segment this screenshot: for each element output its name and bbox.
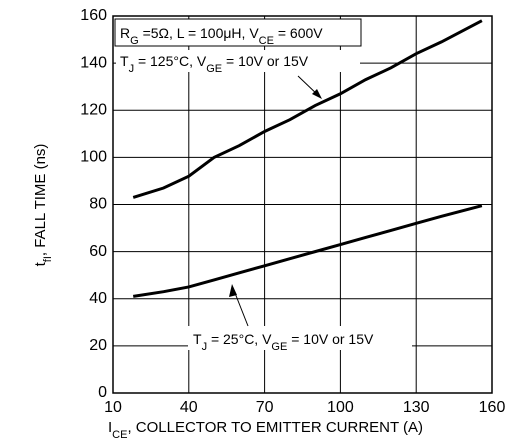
label-part: , FALL TIME (ns) bbox=[32, 144, 49, 257]
subscript: J bbox=[202, 341, 208, 353]
label-part: R bbox=[120, 25, 130, 41]
subscript: CE bbox=[259, 35, 274, 47]
label-part: = 125°C, V bbox=[134, 53, 207, 69]
x-tick-label: 100 bbox=[327, 399, 354, 416]
annotation: RG =5Ω, L = 100μH, VCE = 600V bbox=[120, 25, 323, 47]
subscript: GE bbox=[271, 341, 287, 353]
x-tick-label: 160 bbox=[479, 399, 506, 416]
arrow-head bbox=[229, 284, 237, 297]
x-tick-label: 40 bbox=[180, 399, 198, 416]
label-part: I bbox=[108, 419, 112, 436]
annotation: TJ = 25°C, VGE = 10V or 15V bbox=[193, 331, 374, 353]
label-part: , COLLECTOR TO EMITTER CURRENT (A) bbox=[127, 419, 423, 436]
label-part: = 10V or 15V bbox=[222, 53, 309, 69]
y-tick-label: 0 bbox=[98, 384, 107, 401]
subscript: fI bbox=[42, 256, 54, 262]
y-tick-label: 60 bbox=[89, 243, 107, 260]
subscript: CE bbox=[112, 429, 127, 441]
y-tick-label: 40 bbox=[89, 290, 107, 307]
y-axis-label: tfI, FALL TIME (ns) bbox=[32, 144, 54, 267]
label-part: =5Ω, L = 100μH, V bbox=[139, 25, 260, 41]
y-tick-label: 100 bbox=[80, 149, 107, 166]
series-line bbox=[132, 19, 483, 199]
label-part: = 25°C, V bbox=[207, 331, 272, 347]
label-part: = 600V bbox=[274, 25, 323, 41]
plot-frame bbox=[112, 15, 493, 394]
y-tick-label: 160 bbox=[80, 7, 107, 24]
annotation-box bbox=[114, 18, 362, 47]
label-part: t bbox=[32, 261, 49, 266]
arrow-head bbox=[312, 89, 322, 99]
label-part: T bbox=[193, 331, 202, 347]
y-tick-label: 80 bbox=[89, 196, 107, 213]
x-tick-label: 130 bbox=[403, 399, 430, 416]
subscript: J bbox=[129, 63, 135, 75]
y-tick-label: 20 bbox=[89, 337, 107, 354]
x-axis-label: ICE, COLLECTOR TO EMITTER CURRENT (A) bbox=[108, 419, 423, 441]
y-tick-label: 140 bbox=[80, 54, 107, 71]
series-line bbox=[132, 204, 483, 298]
x-tick-label: 70 bbox=[256, 399, 274, 416]
label-part: = 10V or 15V bbox=[287, 331, 374, 347]
subscript: G bbox=[130, 35, 139, 47]
y-tick-label: 120 bbox=[80, 101, 107, 118]
annotation-bg bbox=[116, 50, 360, 72]
x-tick-label: 10 bbox=[104, 399, 122, 416]
annotation-bg bbox=[188, 326, 412, 350]
annotation: TJ = 125°C, VGE = 10V or 15V bbox=[120, 53, 309, 75]
label-part: T bbox=[120, 53, 129, 69]
subscript: GE bbox=[206, 63, 222, 75]
